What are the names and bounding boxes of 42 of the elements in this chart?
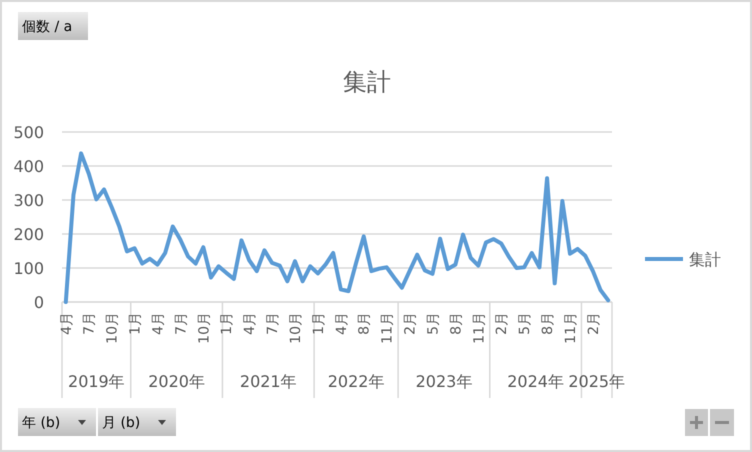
text: 2025年 xyxy=(568,372,626,391)
text: 2020年 xyxy=(148,372,205,391)
x-tick-label: 11月 xyxy=(471,312,488,344)
x-tick-label: 7月 xyxy=(265,312,282,335)
text: 2023年 xyxy=(416,372,472,391)
x-tick-label: 2月 xyxy=(494,312,510,335)
x-tick-label: 8月 xyxy=(540,312,556,335)
chart-title: 集計 xyxy=(343,68,391,96)
x-tick-label: 7月 xyxy=(82,312,98,335)
text: 個数 / a xyxy=(22,19,72,35)
x-tick-label: 11月 xyxy=(380,312,396,344)
text: 2021年 xyxy=(240,372,297,391)
x-tick-label: 8月 xyxy=(448,312,464,335)
x-tick-label: 1月 xyxy=(219,312,236,335)
y-tick-label: 300 xyxy=(13,191,44,210)
y-tick-label: 200 xyxy=(13,225,44,244)
x-tick-label: 1月 xyxy=(128,312,144,335)
y-tick-label: 100 xyxy=(13,259,44,278)
x-tick-label: 10月 xyxy=(104,312,121,344)
x-tick-label: 4月 xyxy=(150,312,166,335)
x-tick-label: 5月 xyxy=(517,312,534,335)
text: 2022年 xyxy=(328,372,384,391)
x-tick-label: 7月 xyxy=(173,312,190,335)
legend-label: 集計 xyxy=(689,250,721,269)
y-tick-label: 0 xyxy=(34,293,44,312)
y-tick-label: 400 xyxy=(13,157,44,176)
y-tick-label: 500 xyxy=(13,123,44,142)
x-tick-label: 10月 xyxy=(196,312,212,344)
x-tick-label: 2月 xyxy=(402,312,419,335)
text: 2019年 xyxy=(68,372,125,391)
x-tick-label: 4月 xyxy=(58,312,75,335)
x-tick-label: 2月 xyxy=(586,312,602,335)
x-tick-label: 11月 xyxy=(562,312,579,344)
text: 2024年 xyxy=(507,372,564,391)
text: 月 (b) xyxy=(102,415,140,431)
x-tick-label: 5月 xyxy=(425,312,442,335)
x-tick-label: 10月 xyxy=(288,312,304,344)
x-tick-label: 4月 xyxy=(334,312,350,335)
x-tick-label: 8月 xyxy=(356,312,373,335)
x-tick-label: 4月 xyxy=(242,312,258,335)
text: 年 (b) xyxy=(22,415,60,431)
x-tick-label: 1月 xyxy=(310,312,327,335)
